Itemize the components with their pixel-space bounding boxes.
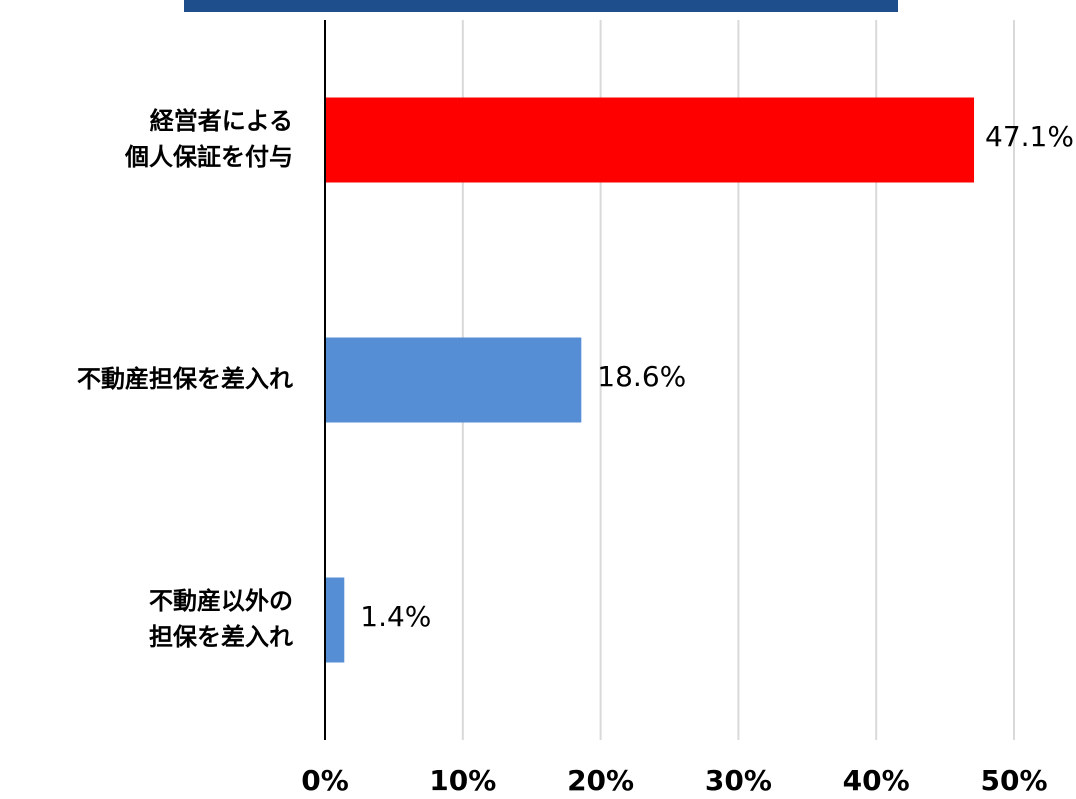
title-banner: [184, 0, 898, 12]
x-tick-label: 0%: [301, 764, 349, 795]
bar: [325, 337, 582, 423]
x-tick-label: 10%: [429, 764, 496, 795]
x-tick-label: 50%: [980, 764, 1047, 795]
x-tick-label: 30%: [705, 764, 772, 795]
category-label: 経営者による個人保証を付与: [124, 107, 293, 171]
category-label: 不動産以外の担保を差入れ: [149, 587, 293, 651]
x-tick-label: 40%: [843, 764, 910, 795]
value-label: 18.6%: [597, 360, 686, 393]
value-label: 1.4%: [360, 600, 431, 633]
bar: [325, 577, 345, 663]
value-label: 47.1%: [985, 120, 1074, 153]
bar: [325, 97, 975, 183]
category-label: 不動産担保を差入れ: [77, 365, 293, 393]
x-tick-label: 20%: [567, 764, 634, 795]
